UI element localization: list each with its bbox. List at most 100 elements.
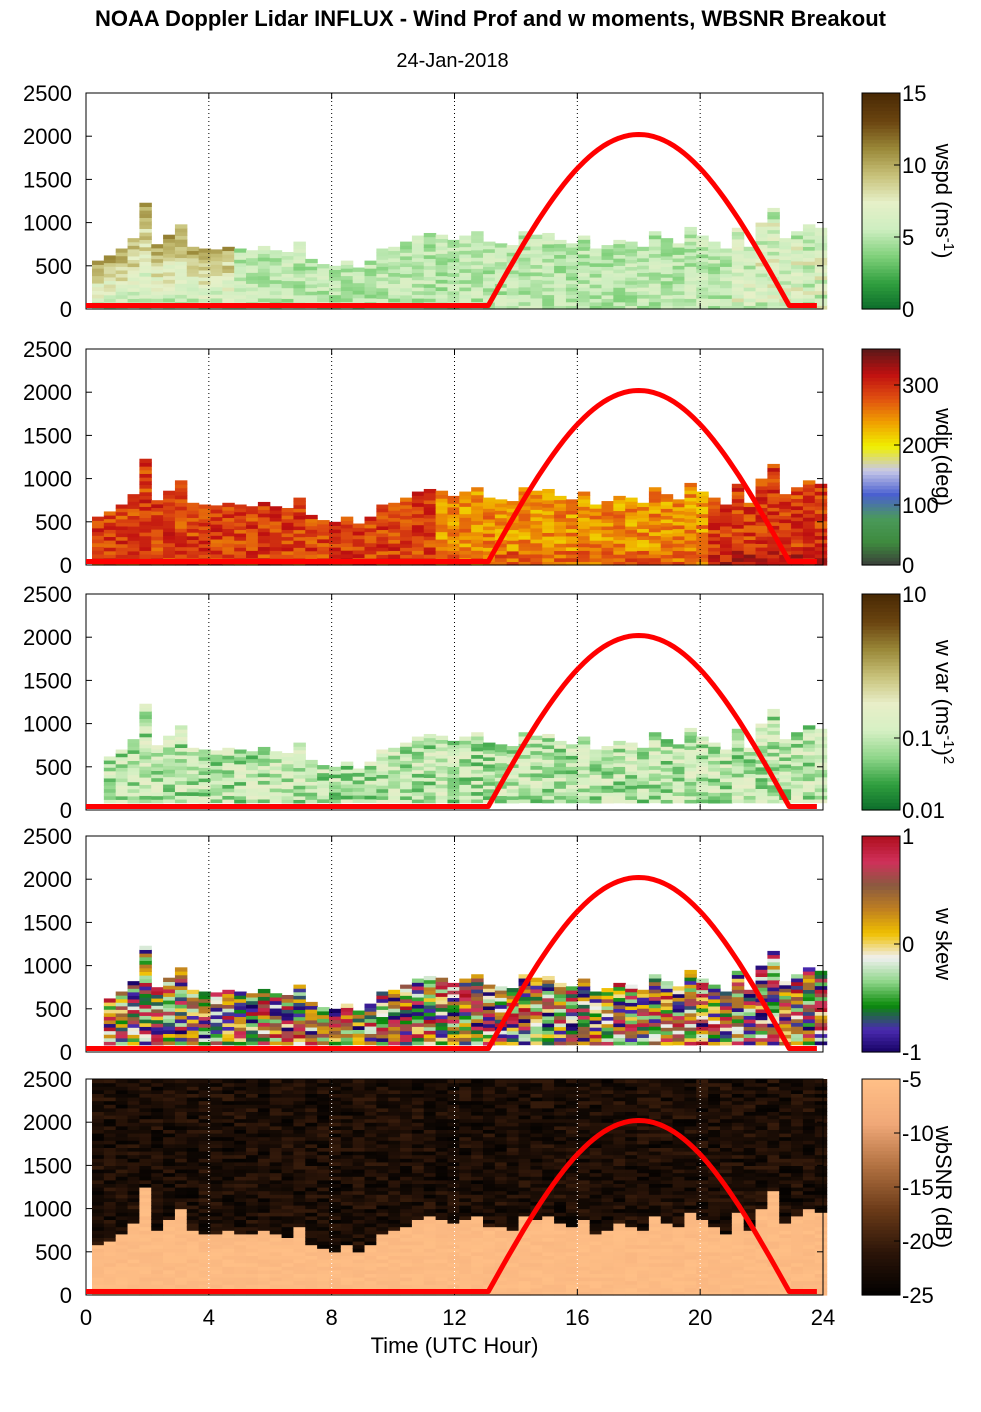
heatmap-cell [565, 755, 579, 760]
heatmap-cell [708, 540, 721, 545]
heatmap-cell [269, 1018, 283, 1024]
heatmap-cell [222, 993, 235, 998]
colorbar-segment [862, 748, 900, 753]
heatmap-cell [565, 554, 579, 559]
heatmap-cell [234, 255, 247, 260]
heatmap-cell [151, 514, 164, 519]
heatmap-cell [115, 273, 129, 278]
heatmap-cell [684, 237, 697, 242]
heatmap-cell [672, 1015, 686, 1020]
heatmap-cell [388, 268, 401, 274]
heatmap-cell [174, 967, 188, 972]
colorbar-segment [862, 518, 900, 523]
heatmap-cell [494, 528, 508, 533]
heatmap-cell [400, 508, 413, 513]
heatmap-cell [222, 1037, 235, 1042]
colorbar-segment [862, 431, 900, 436]
heatmap-cell [447, 769, 460, 775]
colorbar-segment [862, 543, 900, 548]
heatmap-cell [637, 989, 650, 995]
heatmap-cell [648, 257, 662, 262]
heatmap-cell [708, 515, 721, 520]
heatmap-cell [222, 762, 235, 767]
heatmap-cell [471, 294, 484, 299]
heatmap-cell [293, 1041, 306, 1046]
heatmap-cell [151, 1005, 164, 1010]
heatmap-cell [648, 238, 662, 243]
heatmap-cell [731, 1007, 745, 1012]
heatmap-cell [613, 762, 626, 767]
heatmap-cell [340, 783, 354, 789]
heatmap-cell [352, 1018, 366, 1023]
heatmap-cell [246, 1000, 259, 1005]
colorbar-segment [862, 691, 900, 696]
heatmap-cell [423, 251, 437, 256]
heatmap-cell [471, 542, 484, 548]
colorbar-segment [862, 150, 900, 155]
heatmap-cell [447, 1008, 460, 1013]
heatmap-cell [186, 795, 200, 800]
heatmap-cell [589, 749, 603, 754]
heatmap-cell [198, 1002, 212, 1007]
heatmap-cell [92, 1233, 105, 1238]
colorbar-segment [862, 1034, 900, 1039]
heatmap-cell [115, 1143, 129, 1148]
colorbar-segment [862, 305, 900, 310]
heatmap-cell [210, 297, 223, 303]
heatmap-cell [613, 294, 626, 299]
heatmap-cell [708, 1037, 721, 1042]
heatmap-cell [447, 294, 460, 299]
heatmap-cell [613, 1001, 626, 1006]
colorbar-segment [862, 229, 900, 234]
heatmap-cell [115, 1212, 129, 1217]
heatmap-cell [577, 268, 591, 273]
heatmap-cell [459, 765, 472, 771]
heatmap-cell [814, 257, 828, 262]
heatmap-cell [281, 251, 295, 257]
heatmap-cell [103, 770, 117, 775]
heatmap-cell [471, 732, 484, 737]
heatmap-cell [471, 798, 484, 804]
heatmap-cell [613, 239, 626, 245]
heatmap-cell [163, 746, 176, 752]
heatmap-cell [139, 294, 152, 299]
heatmap-cell [743, 550, 757, 555]
heatmap-cell [269, 539, 283, 544]
overlay-curve [86, 875, 817, 1051]
heatmap-cell [601, 262, 614, 267]
heatmap-cell [554, 557, 567, 562]
heatmap-cell [151, 298, 164, 303]
heatmap-cell [127, 749, 140, 754]
heatmap-cell [506, 305, 520, 310]
heatmap-cell [328, 276, 342, 281]
heatmap-cell [246, 272, 259, 277]
heatmap-cell [139, 989, 152, 994]
heatmap-cell [672, 521, 686, 526]
heatmap-cell [471, 754, 484, 759]
heatmap-cell [791, 516, 804, 522]
heatmap-cell [151, 536, 164, 541]
heatmap-cell [814, 754, 828, 759]
heatmap-cell [423, 525, 437, 530]
heatmap-cell [589, 1027, 603, 1032]
heatmap-cell [731, 524, 745, 529]
heatmap-cell [269, 542, 283, 548]
heatmap-cell [234, 991, 247, 996]
heatmap-cell [814, 784, 828, 789]
heatmap-cell [802, 1011, 816, 1016]
heatmap-cell [684, 536, 697, 541]
heatmap-cell [530, 1018, 543, 1023]
heatmap-cell [684, 298, 697, 303]
heatmap-cell [518, 1018, 532, 1023]
heatmap-cell [554, 982, 567, 988]
heatmap-cell [483, 785, 496, 790]
heatmap-cell [423, 510, 437, 515]
heatmap-cell [767, 968, 780, 974]
heatmap-cell [423, 536, 437, 541]
heatmap-cell [530, 798, 543, 804]
heatmap-cell [400, 522, 413, 527]
heatmap-cell [625, 760, 638, 765]
heatmap-cell [755, 969, 768, 974]
heatmap-cell [731, 732, 745, 737]
heatmap-cell [731, 305, 745, 310]
